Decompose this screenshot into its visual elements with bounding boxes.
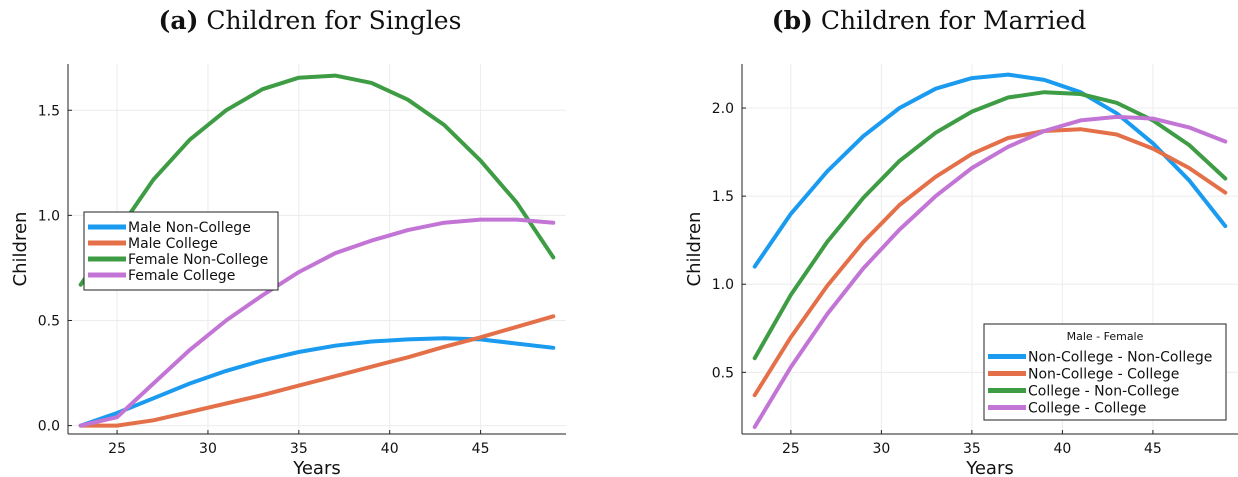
legend-label: Female Non-College — [128, 252, 268, 268]
y-tick-label: 1.5 — [712, 189, 734, 205]
x-axis-label: Years — [965, 458, 1014, 477]
y-tick-label: 1.0 — [712, 277, 734, 293]
panel-b-title-text: Children for Married — [820, 6, 1087, 35]
legend-label: Non-College - Non-College — [1028, 350, 1212, 366]
x-tick-label: 45 — [1144, 441, 1162, 457]
y-axis-label: Children — [684, 212, 705, 287]
x-axis-label: Years — [292, 458, 341, 477]
series-line-4 — [78, 217, 556, 428]
legend-title: Male - Female — [1067, 330, 1144, 343]
y-axis-label: Children — [10, 212, 31, 287]
panel-b-title: (b) Children for Married — [620, 6, 1238, 35]
legend-label: College - College — [1028, 401, 1146, 417]
x-tick-label: 40 — [381, 441, 399, 457]
legend: Male - Female Non-College - Non-CollegeNo… — [983, 323, 1227, 421]
legend-label: Female College — [128, 268, 235, 284]
x-tick-label: 25 — [108, 441, 126, 457]
x-tick-label: 35 — [963, 441, 981, 457]
x-tick-label: 25 — [782, 441, 800, 457]
y-tick-label: 1.5 — [38, 103, 60, 119]
panel-b-label: (b) — [771, 6, 813, 35]
y-tick-label: 0.5 — [38, 313, 60, 329]
y-tick-label: 2.0 — [712, 101, 734, 117]
series-line-1 — [752, 72, 1228, 269]
x-tick-label: 30 — [872, 441, 890, 457]
legend-label: Male College — [128, 236, 218, 252]
chart-b: 25 30 35 40 45 0.5 1.0 1.5 2.0 Years Children Male … — [684, 64, 1238, 477]
series-line-3 — [78, 73, 556, 287]
chart-a: 25 30 35 40 45 0.0 0.5 1.0 1.5 Years Children Male … — [10, 64, 566, 477]
x-tick-label: 45 — [472, 441, 490, 457]
legend-label: College - Non-College — [1028, 384, 1179, 400]
y-tick-label: 0.0 — [38, 419, 60, 435]
y-tick-label: 1.0 — [38, 208, 60, 224]
series-line-4 — [752, 114, 1228, 429]
panel-a-label: (a) — [158, 6, 199, 35]
y-tick-label: 0.5 — [712, 365, 734, 381]
panel-a-title-text: Children for Singles — [206, 6, 462, 35]
x-tick-label: 30 — [199, 441, 217, 457]
x-tick-label: 40 — [1053, 441, 1071, 457]
series-line-2 — [752, 127, 1228, 398]
legend-label: Non-College - College — [1028, 367, 1179, 383]
x-tick-label: 35 — [290, 441, 308, 457]
legend-label: Male Non-College — [128, 220, 251, 236]
panel-a-title: (a) Children for Singles — [0, 6, 620, 35]
series-line-2 — [78, 314, 556, 428]
